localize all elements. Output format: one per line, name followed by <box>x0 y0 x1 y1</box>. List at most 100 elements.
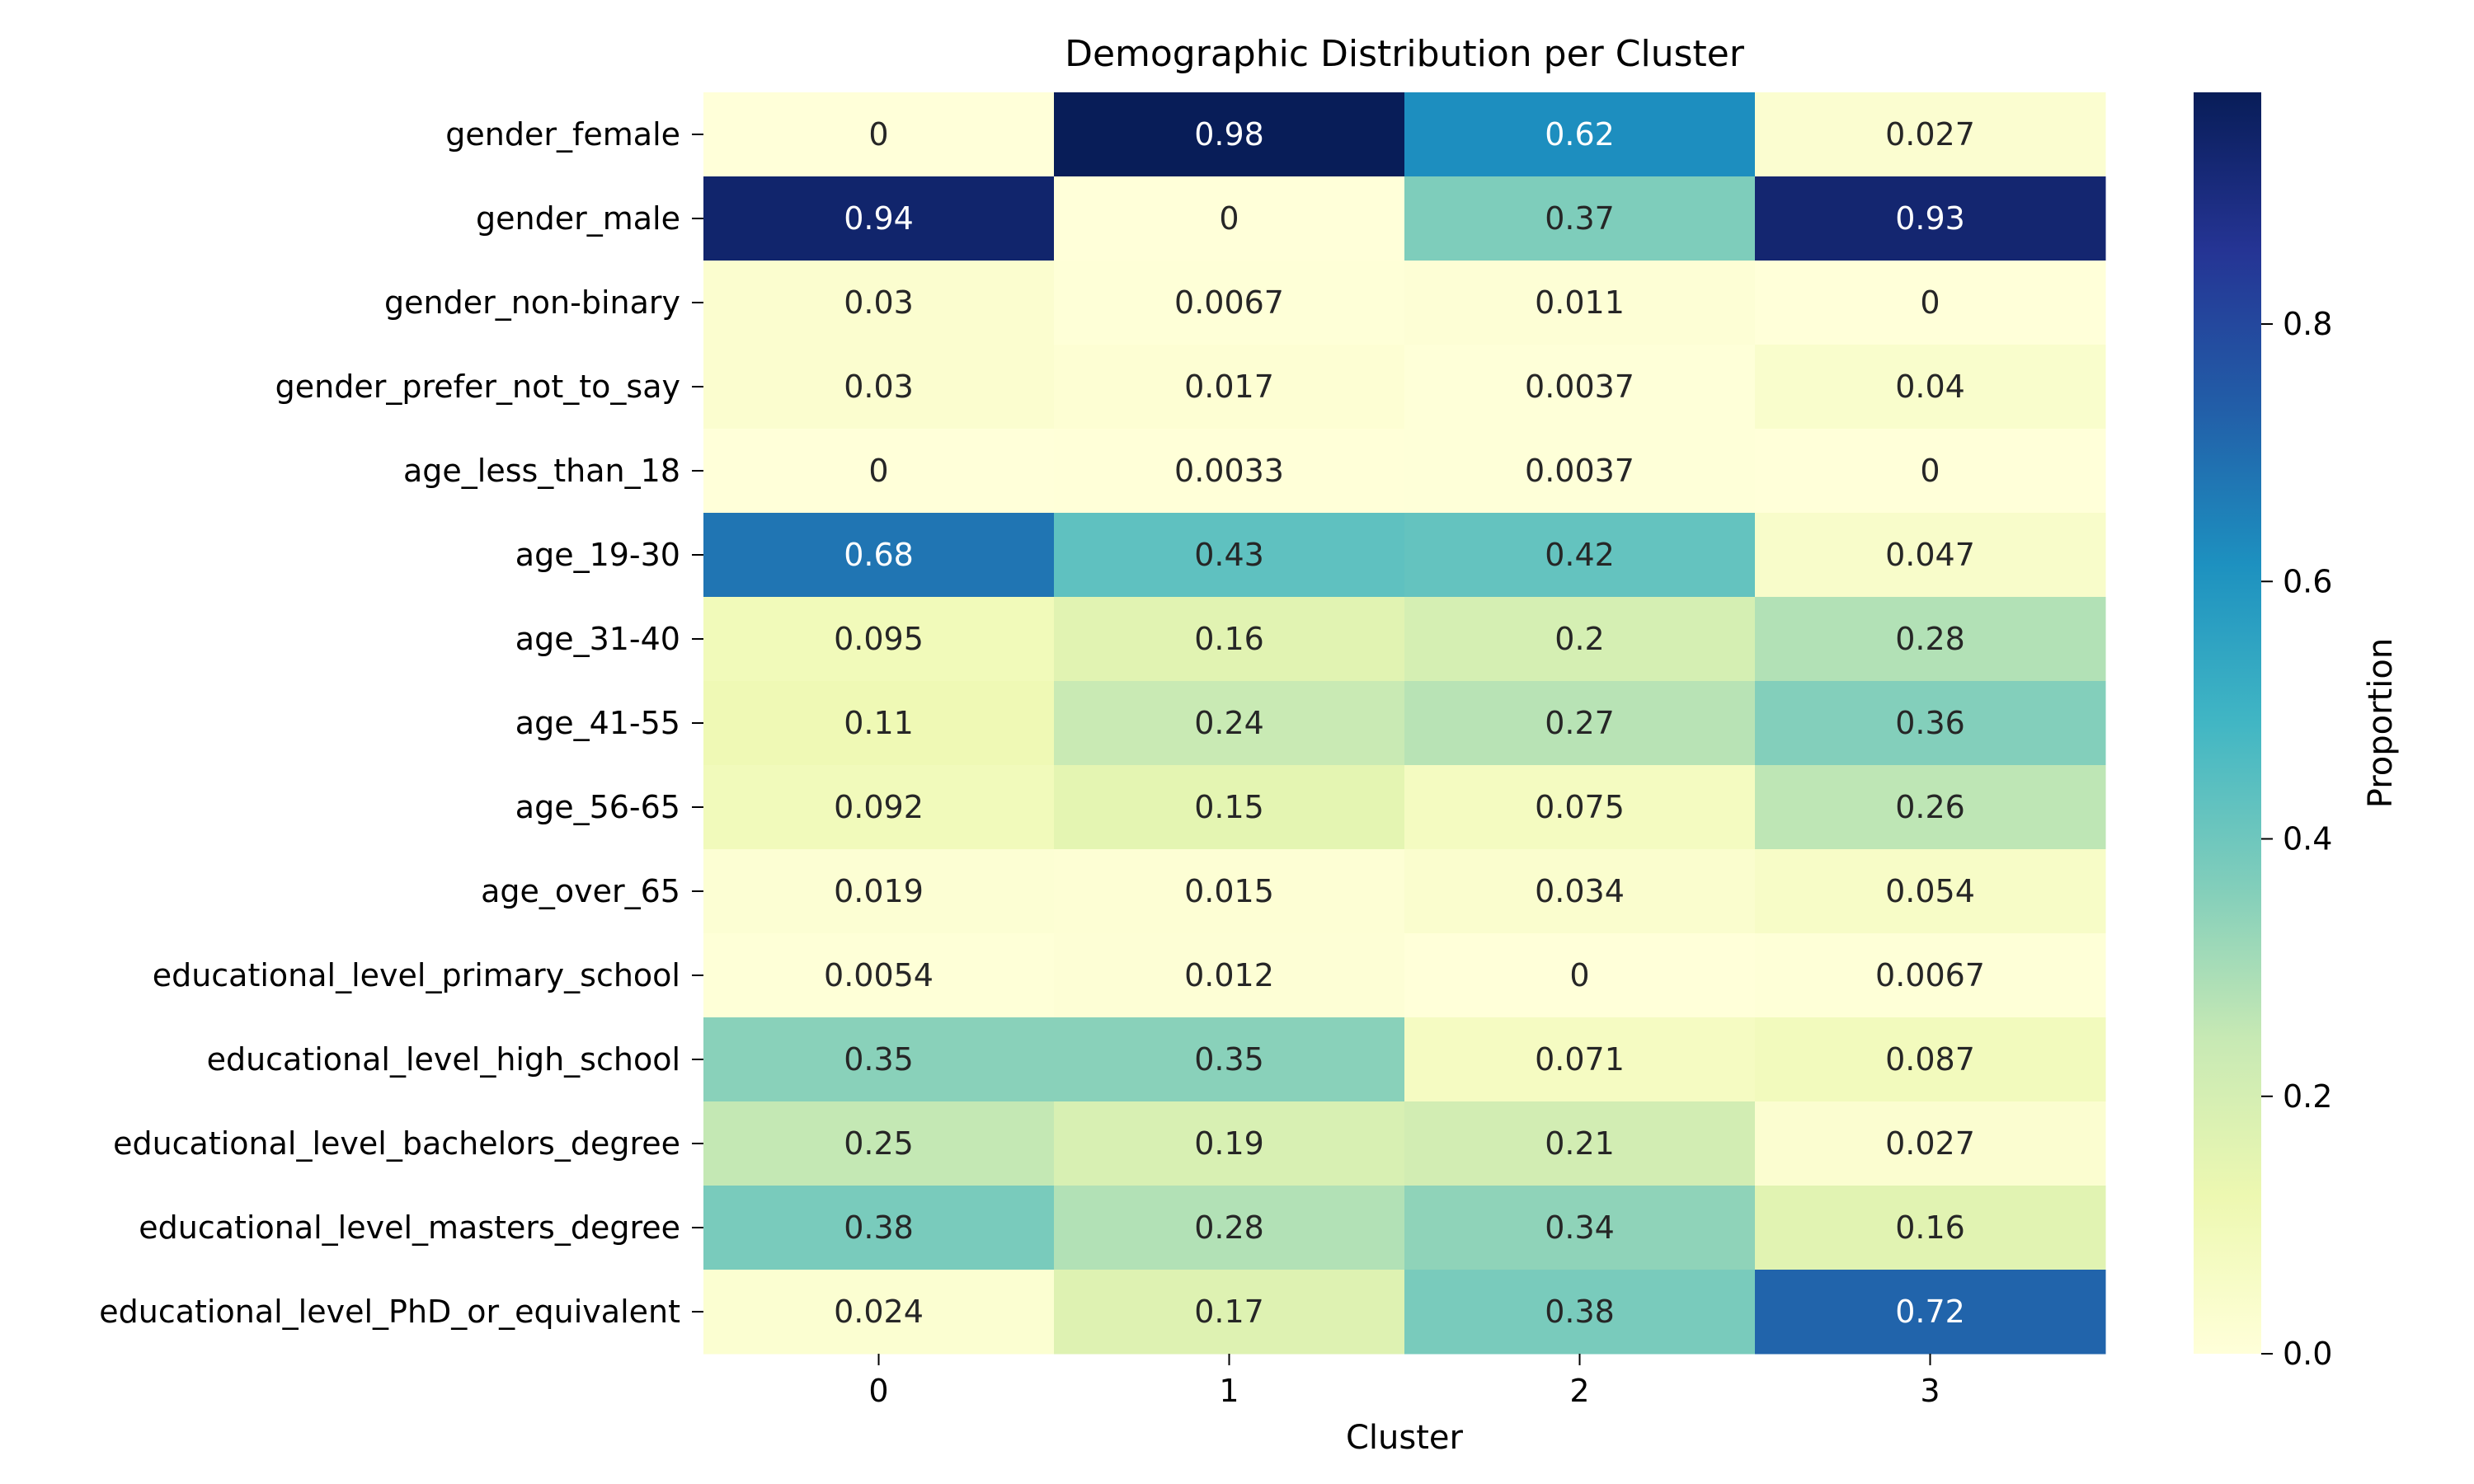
cell-value-label: 0.03 <box>844 369 914 405</box>
cell-value-label: 0.98 <box>1194 116 1264 153</box>
row-label: gender_male <box>476 200 680 237</box>
heatmap-cell <box>1404 765 1756 850</box>
row-label: age_56-65 <box>515 789 680 825</box>
heatmap-cell <box>1404 345 1756 430</box>
cell-value-label: 0.2 <box>1554 621 1604 657</box>
cell-value-label: 0.012 <box>1184 957 1274 993</box>
row-label: age_over_65 <box>481 873 680 909</box>
heatmap-cell <box>1054 597 1405 682</box>
cell-value-label: 0.38 <box>1545 1294 1615 1330</box>
heatmap-cell <box>1755 1101 2106 1186</box>
heatmap-cell <box>1755 1017 2106 1102</box>
heatmap-cell <box>703 429 1055 514</box>
cell-value-label: 0.94 <box>844 200 914 237</box>
cell-value-label: 0.0033 <box>1174 453 1284 489</box>
heatmap-cell <box>1054 765 1405 850</box>
cell-value-label: 0.72 <box>1895 1294 1965 1330</box>
row-label: educational_level_high_school <box>207 1041 680 1078</box>
row-label: gender_female <box>445 116 680 153</box>
heatmap-cell <box>1054 513 1405 598</box>
heatmap-cell <box>703 1186 1055 1270</box>
heatmap-cell <box>1404 1186 1756 1270</box>
cell-value-label: 0.034 <box>1535 873 1625 909</box>
heatmap-cell <box>1404 1017 1756 1102</box>
cell-value-label: 0.0037 <box>1525 369 1634 405</box>
cell-value-label: 0.024 <box>834 1294 924 1330</box>
cell-value-label: 0.04 <box>1895 369 1965 405</box>
heatmap-cell <box>1404 681 1756 766</box>
cell-value-label: 0.43 <box>1194 537 1264 573</box>
cell-value-label: 0.34 <box>1545 1209 1615 1246</box>
heatmap-cell <box>1755 1186 2106 1270</box>
heatmap-cell <box>1755 849 2106 934</box>
cell-value-label: 0.93 <box>1895 200 1965 237</box>
cell-value-label: 0 <box>1219 200 1239 237</box>
cell-value-label: 0.38 <box>844 1209 914 1246</box>
heatmap-cell <box>703 345 1055 430</box>
cell-value-label: 0.11 <box>844 705 914 741</box>
column-label: 2 <box>1569 1373 1589 1409</box>
cell-value-label: 0.027 <box>1885 1125 1975 1162</box>
heatmap-cell <box>703 1101 1055 1186</box>
heatmap-cell <box>1755 429 2106 514</box>
cell-value-label: 0.0037 <box>1525 453 1634 489</box>
cell-value-label: 0.37 <box>1545 200 1615 237</box>
cell-value-label: 0.35 <box>1194 1041 1264 1078</box>
heatmap-cell <box>1404 1101 1756 1186</box>
row-label: educational_level_primary_school <box>153 957 680 993</box>
heatmap-cell <box>703 92 1055 177</box>
heatmap-cell <box>1054 429 1405 514</box>
heatmap-cell <box>1755 681 2106 766</box>
heatmap-cell <box>703 849 1055 934</box>
heatmap-cell <box>1054 261 1405 345</box>
cell-value-label: 0.21 <box>1545 1125 1615 1162</box>
heatmap-cell <box>1404 933 1756 1018</box>
heatmap-cell <box>1755 513 2106 598</box>
heatmap-cell <box>1404 1270 1756 1355</box>
row-label: age_41-55 <box>515 705 680 741</box>
x-axis-label: Cluster <box>1346 1419 1464 1457</box>
cell-value-label: 0 <box>1920 284 1940 321</box>
colorbar-tick-label: 0.0 <box>2283 1336 2332 1372</box>
colorbar-tick-label: 0.8 <box>2283 306 2332 342</box>
column-label: 0 <box>868 1373 888 1409</box>
heatmap-cell <box>1054 1101 1405 1186</box>
heatmap-cell <box>1755 176 2106 261</box>
row-label: gender_non-binary <box>384 284 680 321</box>
cell-value-label: 0.35 <box>844 1041 914 1078</box>
heatmap-cell <box>1054 1017 1405 1102</box>
row-label: educational_level_bachelors_degree <box>113 1125 680 1162</box>
cell-value-label: 0.19 <box>1194 1125 1264 1162</box>
cell-value-label: 0 <box>868 116 888 153</box>
heatmap-cell <box>1404 92 1756 177</box>
cell-value-label: 0.28 <box>1194 1209 1264 1246</box>
heatmap-cell <box>1755 92 2106 177</box>
cell-value-label: 0.011 <box>1535 284 1625 321</box>
heatmap-cell <box>1054 176 1405 261</box>
heatmap-cell <box>703 176 1055 261</box>
colorbar: 0.0 0.2 0.4 0.6 0.8 <box>2194 92 2332 1372</box>
heatmap-cell <box>1404 849 1756 934</box>
row-label: educational_level_PhD_or_equivalent <box>99 1294 680 1330</box>
cell-value-label: 0.087 <box>1885 1041 1975 1078</box>
cell-value-label: 0.017 <box>1184 369 1274 405</box>
cell-value-label: 0 <box>1920 453 1940 489</box>
heatmap-cell <box>1755 597 2106 682</box>
heatmap-cell <box>703 681 1055 766</box>
heatmap-cell <box>1755 261 2106 345</box>
cell-value-label: 0.095 <box>834 621 924 657</box>
heatmap-cell <box>1755 1270 2106 1355</box>
cell-value-label: 0.27 <box>1545 705 1615 741</box>
cell-value-label: 0.24 <box>1194 705 1264 741</box>
cell-value-label: 0.027 <box>1885 116 1975 153</box>
heatmap-cell <box>1755 345 2106 430</box>
heatmap-cell <box>1755 765 2106 850</box>
heatmap-cell <box>1054 1270 1405 1355</box>
heatmap-cell <box>1054 849 1405 934</box>
chart-title: Demographic Distribution per Cluster <box>1065 33 1745 75</box>
heatmap-cell <box>703 765 1055 850</box>
cell-value-label: 0.092 <box>834 789 924 825</box>
row-label: age_19-30 <box>515 537 680 573</box>
cell-value-label: 0.26 <box>1895 789 1965 825</box>
